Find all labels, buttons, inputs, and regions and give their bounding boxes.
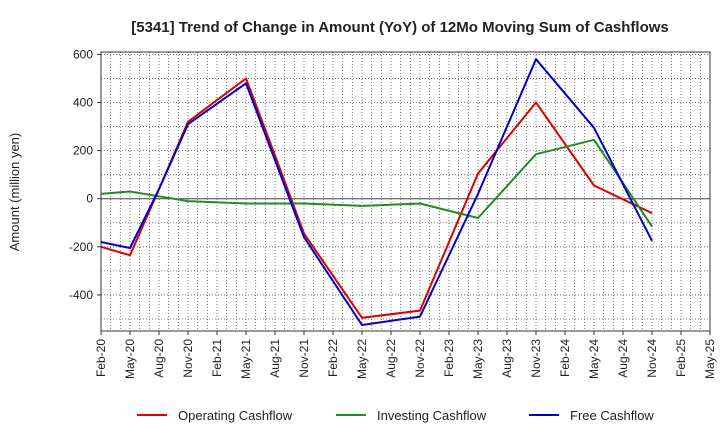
x-tick-label: Nov-20	[181, 339, 195, 378]
grid	[100, 52, 711, 331]
x-tick-label: May-24	[587, 339, 601, 379]
x-tick-label: Feb-20	[94, 339, 108, 377]
x-tick-label: May-20	[123, 339, 137, 379]
x-tick-label: Feb-23	[442, 339, 456, 377]
x-tick-label: Feb-25	[674, 339, 688, 377]
x-tick-label: Feb-21	[210, 339, 224, 377]
x-tick-label: May-25	[703, 339, 717, 379]
y-tick-label: -200	[69, 240, 93, 254]
x-tick-label: Aug-22	[384, 339, 398, 378]
plot-frame	[100, 51, 711, 332]
y-axis-label: Amount (million yen)	[7, 133, 22, 252]
legend-label: Operating Cashflow	[178, 408, 293, 423]
x-tick-label: Aug-20	[152, 339, 166, 378]
y-tick-label: 600	[73, 47, 93, 61]
series-line-2	[100, 58, 653, 326]
y-tick-label: 200	[73, 144, 93, 158]
axes: 600 400 200 0 -200 -400 Feb-20 May-20 Aug-20 Nov-…	[69, 47, 717, 379]
series-line-0	[100, 77, 653, 319]
x-tick-label: Aug-23	[500, 339, 514, 378]
y-tick-label: 400	[73, 96, 93, 110]
legend: Operating Cashflow Investing Cashflow Free…	[137, 408, 654, 423]
x-tick-label: Aug-24	[616, 339, 630, 378]
x-tick-label: Aug-21	[268, 339, 282, 378]
y-tick-label: 0	[86, 192, 93, 206]
x-tick-label: Nov-22	[413, 339, 427, 378]
chart-title: [5341] Trend of Change in Amount (YoY) o…	[131, 19, 669, 36]
legend-label: Free Cashflow	[570, 408, 654, 423]
x-tick-label: Feb-24	[558, 339, 572, 377]
x-tick-label: Nov-21	[297, 339, 311, 378]
x-tick-label: May-23	[471, 339, 485, 379]
series-lines	[100, 58, 653, 326]
x-tick-label: May-22	[355, 339, 369, 379]
x-tick-label: Feb-22	[326, 339, 340, 377]
x-tick-label: May-21	[239, 339, 253, 379]
x-tick-label: Nov-24	[645, 339, 659, 378]
series-line-1	[100, 138, 653, 227]
x-tick-label: Nov-23	[529, 339, 543, 378]
y-tick-label: -400	[69, 288, 93, 302]
legend-label: Investing Cashflow	[377, 408, 487, 423]
